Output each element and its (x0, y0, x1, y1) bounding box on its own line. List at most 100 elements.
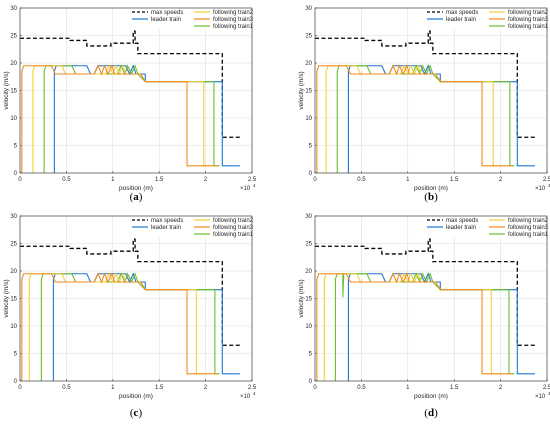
legend-label: following train3 (508, 17, 549, 23)
y-tick-label: 30 (305, 214, 312, 220)
y-tick-label: 15 (305, 297, 312, 303)
y-axis-label: velocity (m/s) (3, 279, 10, 317)
y-tick-label: 30 (10, 6, 17, 12)
x-tick-label: 2 (204, 385, 208, 391)
x-axis-label: position (m) (119, 393, 153, 400)
y-tick-label: 15 (305, 89, 312, 95)
y-tick-label: 0 (14, 379, 18, 385)
legend-label: following train2 (213, 10, 254, 16)
legend-label: following train3 (508, 225, 549, 231)
caption-open-paren: ( (424, 407, 428, 419)
series-line-max-speeds (315, 238, 535, 346)
y-tick-label: 5 (14, 144, 18, 150)
y-tick-label: 25 (10, 242, 17, 248)
x-tick-label: 2.5 (543, 177, 550, 183)
caption-letter: a (133, 191, 139, 203)
legend-label: max speeds (446, 10, 478, 16)
y-tick-label: 25 (305, 34, 312, 40)
legend-label: following train1 (213, 24, 254, 30)
caption-open-paren: ( (424, 191, 428, 203)
caption-close-paren: ) (138, 407, 142, 419)
y-tick-label: 0 (309, 171, 313, 177)
legend-label: following train3 (213, 225, 254, 231)
x-exponent-label: ×10 (535, 186, 546, 192)
legend-label: following train2 (508, 218, 549, 224)
caption-letter: d (428, 407, 434, 419)
x-exponent-label: ×10 (535, 394, 546, 400)
panel-caption: (d) (424, 407, 438, 419)
series-line-following-train3 (21, 272, 218, 381)
x-exponent-label: ×10 (240, 394, 251, 400)
legend-label: following train1 (508, 24, 549, 30)
legend-label: leader train (151, 17, 181, 23)
x-tick-label: 2 (499, 177, 503, 183)
x-tick-label: 0.5 (357, 177, 366, 183)
x-tick-label: 2.5 (543, 385, 550, 391)
y-tick-label: 10 (10, 116, 17, 122)
legend-label: following train1 (213, 232, 254, 238)
x-exponent-power: 4 (253, 183, 256, 188)
legend: max speeds following train2 leader train fo… (423, 8, 549, 30)
x-tick-label: 0 (18, 385, 22, 391)
y-tick-label: 15 (10, 297, 17, 303)
y-axis-label: velocity (m/s) (298, 279, 305, 317)
caption-close-paren: ) (139, 191, 143, 203)
y-tick-label: 15 (10, 89, 17, 95)
legend-label: following train2 (508, 10, 549, 16)
caption-letter: b (428, 191, 434, 203)
x-tick-label: 2.5 (248, 385, 257, 391)
x-axis-label: position (m) (414, 185, 448, 192)
x-tick-label: 1 (111, 177, 115, 183)
x-tick-label: 0 (18, 177, 22, 183)
legend-box (423, 8, 546, 30)
y-tick-label: 30 (305, 6, 312, 12)
x-tick-label: 2 (499, 385, 503, 391)
x-tick-label: 0.5 (62, 177, 71, 183)
chart-panel-a: 0 0.5 1 1.5 2 2.5 0 5 10 15 20 25 30 position (m) velo… (3, 6, 257, 203)
legend-label: following train2 (213, 218, 254, 224)
x-exponent-power: 4 (548, 391, 550, 396)
x-tick-label: 1 (406, 385, 410, 391)
x-tick-label: 2 (204, 177, 208, 183)
x-exponent-power: 4 (253, 391, 256, 396)
panel-caption: (a) (130, 191, 143, 203)
x-tick-label: 1 (111, 385, 115, 391)
legend-label: max speeds (151, 218, 183, 224)
caption-open-paren: ( (130, 407, 134, 419)
y-tick-label: 30 (10, 214, 17, 220)
chart-panel-d: 0 0.5 1 1.5 2 2.5 0 5 10 15 20 25 30 position (m) velo… (298, 214, 550, 419)
y-tick-label: 10 (305, 324, 312, 330)
legend-label: leader train (446, 17, 476, 23)
legend-label: leader train (151, 225, 181, 231)
x-tick-label: 0.5 (357, 385, 366, 391)
x-exponent-power: 4 (548, 183, 550, 188)
caption-close-paren: ) (434, 407, 438, 419)
axes-box (314, 7, 548, 174)
legend-box (423, 216, 546, 238)
legend: max speeds following train2 leader train fo… (128, 216, 254, 238)
y-axis-label: velocity (m/s) (3, 71, 10, 109)
panel-caption: (c) (130, 407, 143, 419)
caption-close-paren: ) (434, 191, 438, 203)
y-tick-label: 0 (309, 379, 313, 385)
y-tick-label: 20 (305, 269, 312, 275)
axes-box (19, 7, 253, 174)
x-tick-label: 0 (313, 177, 317, 183)
axes-box (19, 215, 253, 382)
x-exponent-label: ×10 (240, 186, 251, 192)
legend-box (128, 8, 251, 30)
y-tick-label: 20 (10, 61, 17, 67)
x-tick-label: 2.5 (248, 177, 257, 183)
series-line-following-train3 (21, 64, 218, 173)
panel-caption: (b) (424, 191, 438, 203)
series-line-max-speeds (20, 238, 240, 346)
y-tick-label: 5 (14, 352, 18, 358)
legend-label: following train3 (213, 17, 254, 23)
legend-label: max speeds (151, 10, 183, 16)
y-tick-label: 5 (309, 144, 313, 150)
legend: max speeds following train2 leader train fo… (423, 216, 549, 238)
x-axis-label: position (m) (119, 185, 153, 192)
legend: max speeds following train2 leader train fo… (128, 8, 254, 30)
y-tick-label: 25 (305, 242, 312, 248)
